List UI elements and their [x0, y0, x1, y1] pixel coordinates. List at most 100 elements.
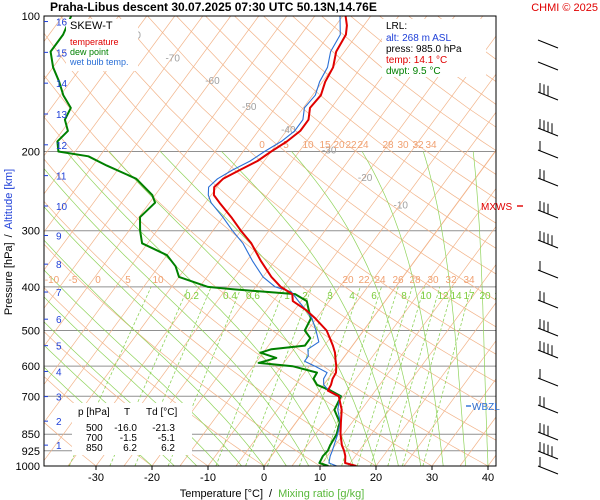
mixing-ratio-label: 25	[494, 291, 506, 302]
wind-barb-staff	[537, 377, 559, 387]
mixing-ratio-label: 10	[420, 291, 432, 302]
altitude-tick-label: 14	[56, 79, 68, 90]
isotherm-label: 24	[374, 275, 386, 286]
moist-adiabat	[361, 151, 444, 466]
altitude-tick-label: 11	[56, 172, 67, 183]
moist-adiabat	[221, 151, 399, 466]
dry-adiabat	[44, 200, 377, 466]
mixing-ratio-line	[402, 286, 454, 466]
table-cell: 500	[86, 423, 103, 434]
isotherm-line	[347, 264, 496, 466]
x-axis-label: Temperature [°C]	[180, 488, 263, 500]
isotherm-label: -60	[205, 76, 220, 87]
dry-adiabat	[44, 158, 433, 466]
altitude-tick-label: 3	[56, 393, 62, 404]
mixing-ratio-line	[370, 286, 425, 466]
legend-wetbulb: wet bulb temp.	[69, 57, 129, 67]
lrl-press: press: 985.0 hPa	[386, 44, 462, 55]
dry-adiabat	[118, 16, 496, 328]
wind-barb-staff	[537, 450, 559, 460]
x-tick-label: 40	[482, 472, 494, 484]
isotherm-line	[95, 16, 428, 466]
isotherm-label: -30	[322, 145, 337, 156]
credit-text: CHMI © 2025	[531, 2, 598, 14]
table-header-t: T	[124, 407, 130, 418]
altitude-tick-label: 10	[56, 202, 68, 213]
altitude-tick-label: 13	[56, 110, 68, 121]
isotherm-line	[291, 187, 496, 466]
isotherm-label: 10	[302, 140, 314, 151]
svg-text:Temperature [°C]/Mixing ratio: Temperature [°C] / Mixing ratio [g/kg]	[180, 488, 365, 500]
table-cell: 6.2	[123, 443, 137, 454]
y-axis-title: Pressure [hPa] / Altitude [km]	[3, 169, 15, 315]
altitude-tick-label: 5	[56, 342, 62, 353]
levels-table: p [hPa] T Td [°C] 500 -16.0 -21.3 700 -1…	[72, 403, 192, 455]
altitude-tick-label: 12	[56, 141, 68, 152]
x-tick-label: -30	[88, 472, 104, 484]
mixing-ratio-label: 2	[302, 291, 308, 302]
isotherm-line	[123, 16, 456, 466]
altitude-tick-label: 4	[56, 367, 62, 378]
mixing-ratio-line	[215, 286, 286, 466]
mixing-ratio-label: 1	[284, 291, 290, 302]
isotherm-line	[151, 16, 484, 466]
x-axis-label-2: Mixing ratio [g/kg]	[278, 488, 364, 500]
plot-frame	[43, 15, 497, 467]
mixing-ratio-label: 20	[479, 291, 491, 302]
wind-barb-staff	[537, 209, 559, 219]
isotherm-line	[207, 73, 496, 466]
isotherm-label: -10	[394, 200, 409, 211]
mixing-ratio-label: 12	[437, 291, 449, 302]
dry-adiabat	[44, 116, 489, 466]
table-cell: 700	[86, 433, 103, 444]
wind-barb-staff	[537, 127, 559, 137]
legend-dewpoint: dew point	[70, 47, 109, 57]
wind-barb-staff	[537, 404, 559, 414]
isotherm-label: 10	[152, 275, 164, 286]
wind-barb-staff	[537, 431, 559, 441]
moist-adiabat	[422, 151, 466, 466]
mixing-ratio-line	[356, 286, 413, 466]
moist-adiabat	[160, 151, 377, 466]
isotherm-label: -5	[69, 275, 78, 286]
isotherm-label: -50	[242, 102, 257, 113]
dry-adiabat	[234, 16, 496, 224]
isotherm-line	[44, 16, 232, 271]
mixing-ratio-line	[267, 286, 332, 466]
isotherm-line	[44, 16, 344, 424]
altitude-tick-label: 1	[56, 441, 62, 452]
isotherm-line	[44, 16, 120, 119]
mixing-ratio-line	[245, 286, 313, 466]
isotherm-line	[44, 16, 148, 157]
altitude-tick-label: 8	[56, 260, 62, 271]
pressure-tick-label: 600	[22, 361, 40, 373]
moist-adiabat	[472, 151, 489, 466]
x-axis-title: Temperature [°C] / Mixing ratio [g/kg]	[180, 488, 365, 500]
legend-temperature: temperature	[70, 37, 119, 47]
pressure-tick-label: 500	[22, 326, 40, 338]
mixing-ratio-label: 0.2	[185, 291, 199, 302]
isotherm-label: 5	[125, 275, 131, 286]
mixing-ratio-line	[341, 286, 399, 466]
legend-title: SKEW-T	[70, 20, 113, 32]
moist-adiabat	[44, 269, 242, 466]
wbzl-marker: WBZL	[472, 402, 500, 413]
isotherm-label: 32	[445, 275, 457, 286]
legend: SKEW-T temperature dew point wet bulb te…	[66, 19, 138, 71]
isotherm-label: 20	[342, 275, 354, 286]
isotherm-line	[67, 16, 400, 466]
isotherm-line	[44, 16, 316, 385]
pressure-tick-label: 700	[22, 391, 40, 403]
table-cell: -5.1	[158, 433, 176, 444]
lrl-info: LRL: alt: 268 m ASL press: 985.0 hPa tem…	[382, 19, 486, 77]
wind-barb-staff	[537, 465, 559, 475]
dry-adiabat	[44, 287, 265, 466]
y-axis-label: Pressure [hPa]	[3, 242, 15, 315]
dry-adiabat	[60, 16, 496, 383]
chart-title: Praha-Libus descent 30.07.2025 07:30 UTC…	[50, 0, 377, 14]
isotherm-label: -40	[281, 125, 296, 136]
mixing-ratio-line	[299, 286, 361, 466]
wind-barb-staff	[537, 149, 559, 159]
dry-adiabat	[205, 16, 496, 249]
wind-barb-staff	[537, 269, 559, 279]
